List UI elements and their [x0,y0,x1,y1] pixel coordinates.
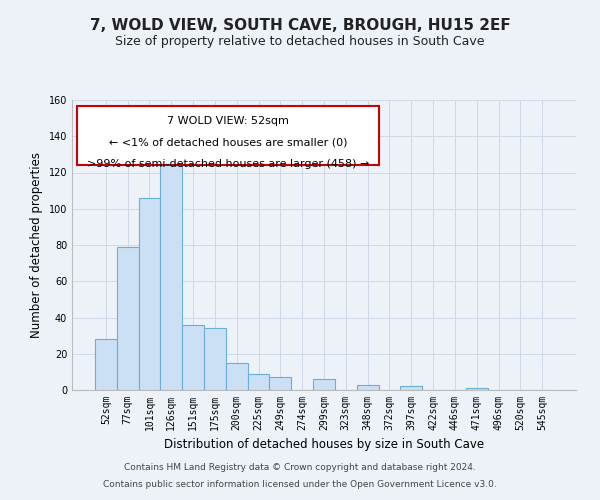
Bar [160,154,182,390]
Text: >99% of semi-detached houses are larger (458) →: >99% of semi-detached houses are larger … [87,160,370,170]
Text: 7, WOLD VIEW, SOUTH CAVE, BROUGH, HU15 2EF: 7, WOLD VIEW, SOUTH CAVE, BROUGH, HU15 2… [89,18,511,32]
Text: 7 WOLD VIEW: 52sqm: 7 WOLD VIEW: 52sqm [167,116,289,126]
Bar [269,378,291,390]
Bar [466,388,488,390]
X-axis label: Distribution of detached houses by size in South Cave: Distribution of detached houses by size … [164,438,484,452]
Bar [204,328,226,390]
Text: Contains public sector information licensed under the Open Government Licence v3: Contains public sector information licen… [103,480,497,489]
Bar [400,386,422,390]
Bar [139,198,160,390]
Text: Size of property relative to detached houses in South Cave: Size of property relative to detached ho… [115,35,485,48]
Text: ← <1% of detached houses are smaller (0): ← <1% of detached houses are smaller (0) [109,138,347,147]
Bar [248,374,269,390]
Y-axis label: Number of detached properties: Number of detached properties [30,152,43,338]
Bar [117,247,139,390]
Bar [313,379,335,390]
Text: Contains HM Land Registry data © Crown copyright and database right 2024.: Contains HM Land Registry data © Crown c… [124,464,476,472]
FancyBboxPatch shape [77,106,379,165]
Bar [226,363,248,390]
Bar [357,384,379,390]
Bar [95,339,117,390]
Bar [182,325,204,390]
